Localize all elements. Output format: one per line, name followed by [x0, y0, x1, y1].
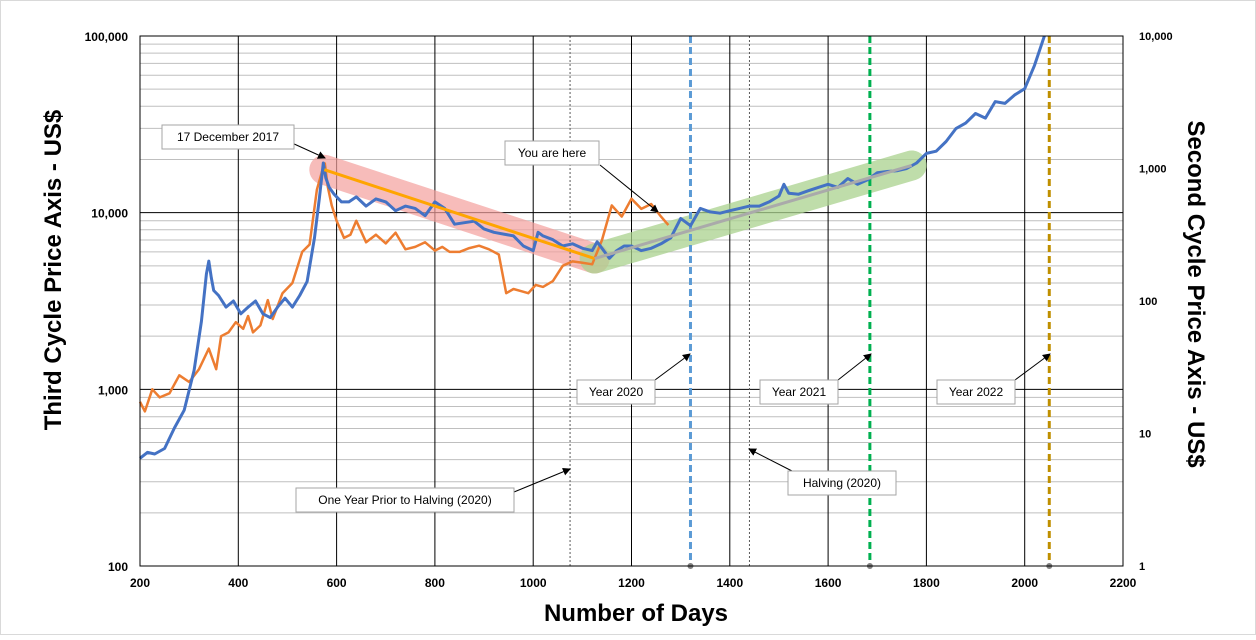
annotation-year-2021-arrow — [837, 353, 872, 381]
right-y-tick-label: 10 — [1139, 429, 1151, 441]
annotation-year-2020-label: Year 2020 — [589, 385, 644, 399]
annotation-year-2021-box — [759, 379, 839, 405]
annotation-halving-2020-arrow — [748, 448, 793, 472]
annotation-year-2022-arrow — [1014, 353, 1051, 381]
annotation-halving-2020-box — [787, 470, 897, 496]
plot-area-border — [139, 35, 1124, 567]
trend-lines — [323, 164, 913, 260]
annotation-you-are-here-box — [504, 140, 600, 166]
x-tick-label: 1800 — [913, 576, 940, 590]
annotation-you-are-here-arrow — [599, 164, 659, 213]
x-tick-label: 2000 — [1011, 576, 1038, 590]
annotation-one-year-prior-arrow — [513, 467, 571, 493]
third-cycle-series-line — [138, 162, 670, 413]
right-y-tick-label: 1,000 — [1139, 164, 1167, 176]
x-tick-label: 1600 — [815, 576, 842, 590]
x-tick-label: 1400 — [716, 576, 743, 590]
downtrend-line — [323, 168, 596, 260]
x-axis-title: Number of Days — [544, 600, 728, 627]
left-y-axis-title: Third Cycle Price Axis - US$ — [40, 109, 67, 430]
annotation-17-december-2017-label: 17 December 2017 — [177, 130, 279, 144]
annotation-17-december-2017-arrow — [291, 142, 326, 159]
x-tick-label: 1200 — [618, 576, 645, 590]
left-y-tick-label: 100,000 — [85, 30, 129, 44]
annotation-year-2020-arrow — [654, 353, 691, 381]
annotation-halving-2020-label: Halving (2020) — [803, 476, 881, 490]
axis-ticks: 200 400 600 800 1000 1200 1400 1600 1800 2000 2200… — [85, 30, 1173, 590]
x-tick-label: 600 — [327, 576, 347, 590]
x-tick-label: 400 — [228, 576, 248, 590]
annotation-17-december-2017-box — [161, 124, 295, 150]
annotation-one-year-prior-label: One Year Prior to Halving (2020) — [318, 493, 491, 507]
right-y-tick-label: 1 — [1139, 561, 1145, 573]
x-tick-label: 200 — [130, 576, 150, 590]
left-y-tick-label: 100 — [108, 560, 128, 574]
x-tick-label: 800 — [425, 576, 445, 590]
right-y-tick-label: 100 — [1139, 296, 1157, 308]
annotation-year-2021-label: Year 2021 — [772, 385, 827, 399]
x-tick-label: 1000 — [520, 576, 547, 590]
x-tick-label: 2200 — [1110, 576, 1137, 590]
annotation-you-are-here-label: You are here — [518, 146, 587, 160]
right-y-axis-title: Second Cycle Price Axis - US$ — [1182, 120, 1209, 468]
annotation-year-2022-label: Year 2022 — [949, 385, 1004, 399]
left-y-tick-label: 10,000 — [91, 207, 128, 221]
annotation-one-year-prior-box — [295, 487, 515, 513]
annotations: 17 December 2017 You are here Year 2020 Yea… — [161, 124, 1051, 513]
annotation-year-2020-box — [576, 379, 656, 405]
annotation-year-2022-box — [936, 379, 1016, 405]
uptrend-line — [594, 164, 913, 260]
left-y-tick-label: 1,000 — [98, 383, 128, 397]
right-y-tick-label: 10,000 — [1139, 31, 1173, 43]
